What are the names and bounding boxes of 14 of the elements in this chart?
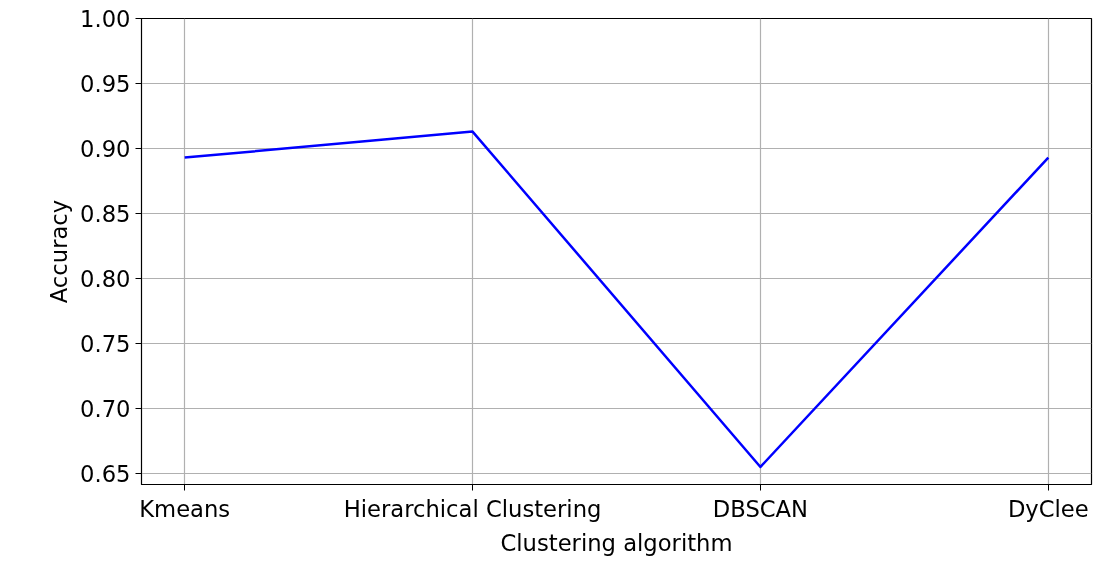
y-tick-label: 0.80 [80, 265, 131, 292]
y-tick-label: 0.85 [80, 200, 131, 227]
y-tick-label: 0.75 [80, 330, 131, 357]
x-axis-title: Clustering algorithm [500, 529, 733, 556]
y-tick-label: 1.00 [80, 6, 131, 32]
y-tick-label: 0.70 [80, 395, 131, 422]
x-tick-label: DyClee [1007, 495, 1089, 522]
y-tick-label: 0.90 [80, 135, 131, 162]
y-tick-label: 0.95 [80, 70, 131, 97]
x-tick-label: DBSCAN [712, 495, 809, 522]
x-tick-label: Hierarchical Clustering [343, 495, 602, 522]
y-tick-label: 0.65 [80, 460, 131, 487]
x-tick-label: Kmeans [139, 495, 231, 522]
y-axis-title: Accuracy [46, 199, 73, 304]
